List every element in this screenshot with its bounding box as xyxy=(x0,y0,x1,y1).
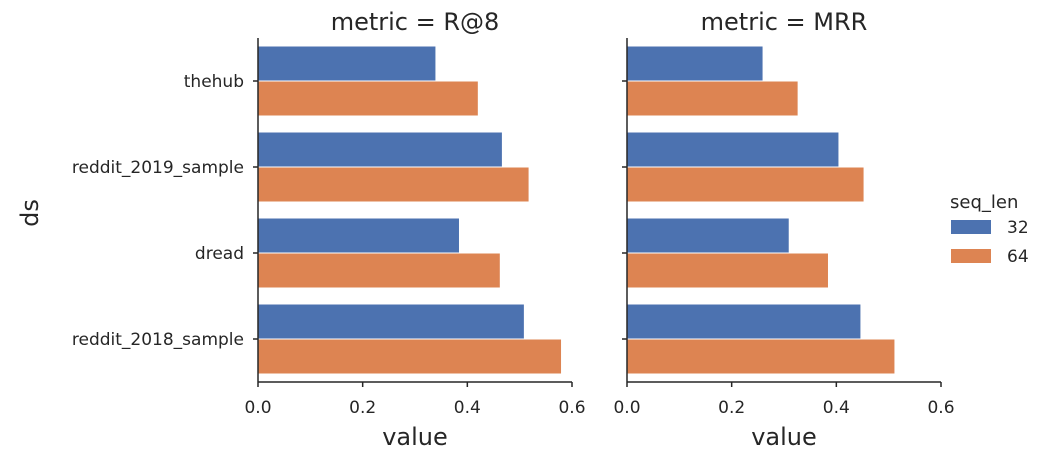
legend-label: 64 xyxy=(1007,247,1029,267)
bar-reddit_2018_sample-32 xyxy=(626,303,862,340)
bar-dread-32 xyxy=(626,217,790,254)
y-axis-label: ds xyxy=(16,199,44,227)
x-tick-label: 0.6 xyxy=(927,398,954,418)
panel-title: metric = MRR xyxy=(701,8,868,36)
y-tick-label: reddit_2019_sample xyxy=(72,158,244,178)
legend: seq_len 32 64 xyxy=(950,192,1029,267)
bar-thehub-64 xyxy=(626,80,799,117)
bar-dread-64 xyxy=(626,252,829,289)
bar-reddit_2019_sample-64 xyxy=(257,166,530,203)
x-tick-label: 0.2 xyxy=(349,398,376,418)
y-tick-label: dread xyxy=(195,244,244,264)
x-axis-label: value xyxy=(382,423,448,451)
bar-reddit_2018_sample-32 xyxy=(257,303,525,340)
y-tick-label: thehub xyxy=(184,72,244,92)
bar-thehub-32 xyxy=(257,45,437,82)
x-tick-label: 0.4 xyxy=(823,398,850,418)
bar-dread-32 xyxy=(257,217,460,254)
x-tick-label: 0.0 xyxy=(244,398,271,418)
x-tick-label: 0.0 xyxy=(613,398,640,418)
bar-reddit_2019_sample-64 xyxy=(626,166,865,203)
panel-1: metric = R@8 0.0 0.2 0.4 0.6 value thehub reddi… xyxy=(72,8,586,451)
bar-dread-64 xyxy=(257,252,501,289)
x-tick-label: 0.2 xyxy=(718,398,745,418)
panel-title: metric = R@8 xyxy=(331,8,500,36)
y-tick-label: reddit_2018_sample xyxy=(72,330,244,350)
bar-reddit_2018_sample-64 xyxy=(626,338,896,375)
panel-2: metric = MRR 0.0 0.2 0.4 0.6 value xyxy=(613,8,954,451)
legend-title: seq_len xyxy=(950,192,1018,213)
x-tick-label: 0.6 xyxy=(558,398,585,418)
bar-reddit_2019_sample-32 xyxy=(257,131,503,168)
bar-thehub-64 xyxy=(257,80,479,117)
bar-reddit_2018_sample-64 xyxy=(257,338,563,375)
x-tick-label: 0.4 xyxy=(454,398,481,418)
legend-swatch-32 xyxy=(951,220,991,234)
x-axis-label: value xyxy=(751,423,817,451)
bar-reddit_2019_sample-32 xyxy=(626,131,840,168)
bar-thehub-32 xyxy=(626,45,764,82)
legend-swatch-64 xyxy=(951,249,991,263)
legend-label: 32 xyxy=(1007,218,1029,238)
